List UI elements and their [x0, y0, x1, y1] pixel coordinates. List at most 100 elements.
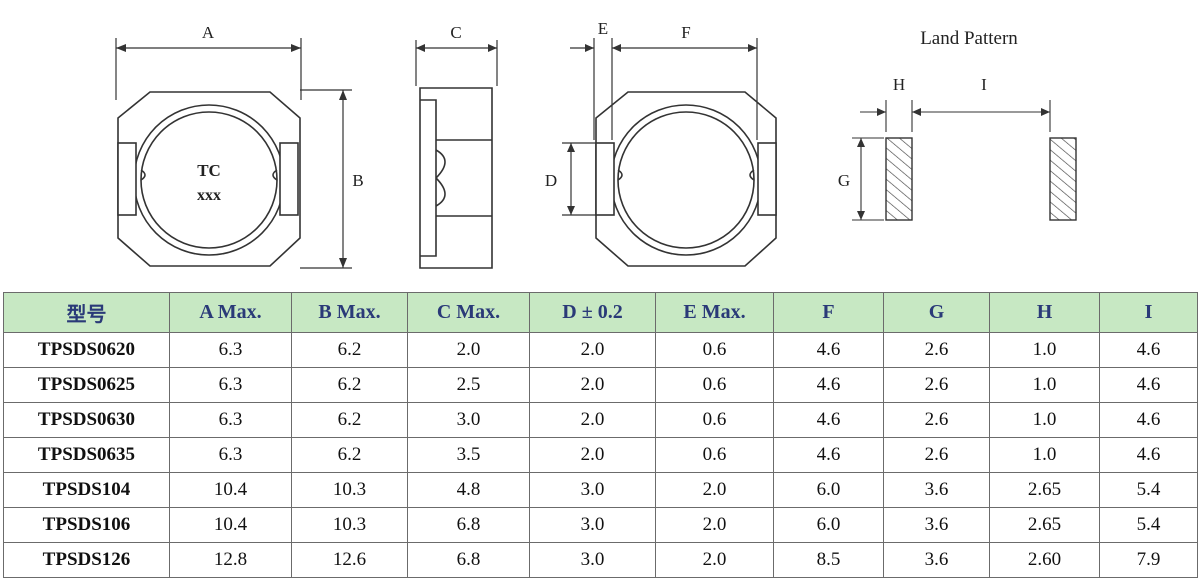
- header-e: E Max.: [655, 292, 774, 333]
- cell-b: 6.2: [291, 402, 408, 438]
- cell-f: 4.6: [773, 437, 884, 473]
- table-row: TPSDS126 12.8 12.6 6.8 3.0 2.0 8.5 3.6 2…: [3, 542, 1198, 578]
- cell-e: 2.0: [655, 472, 774, 508]
- cell-i: 5.4: [1099, 507, 1198, 543]
- top-view: [115, 38, 352, 269]
- spec-table: 型号 A Max. B Max. C Max. D ± 0.2 E Max. F…: [3, 292, 1198, 578]
- cell-model: TPSDS104: [3, 472, 170, 508]
- cell-d: 2.0: [529, 437, 656, 473]
- land-pattern-title: Land Pattern: [920, 28, 1018, 49]
- cell-g: 3.6: [883, 507, 990, 543]
- cell-a: 12.8: [169, 542, 292, 578]
- header-f: F: [773, 292, 884, 333]
- side-view: [415, 40, 498, 269]
- cell-b: 6.2: [291, 332, 408, 368]
- cell-e: 0.6: [655, 437, 774, 473]
- table-row: TPSDS106 10.4 10.3 6.8 3.0 2.0 6.0 3.6 2…: [3, 507, 1198, 543]
- cell-b: 6.2: [291, 437, 408, 473]
- cell-i: 4.6: [1099, 332, 1198, 368]
- dim-label-i: I: [981, 75, 987, 94]
- cell-h: 2.60: [989, 542, 1100, 578]
- dim-label-b: B: [352, 171, 363, 190]
- cell-a: 10.4: [169, 472, 292, 508]
- header-i: I: [1099, 292, 1198, 333]
- dimension-drawing: A B TC xxx C E F: [115, 19, 1077, 269]
- header-d: D ± 0.2: [529, 292, 656, 333]
- cell-c: 4.8: [407, 472, 530, 508]
- cell-i: 7.9: [1099, 542, 1198, 578]
- cell-g: 2.6: [883, 332, 990, 368]
- cell-g: 3.6: [883, 472, 990, 508]
- cell-e: 2.0: [655, 542, 774, 578]
- cell-e: 0.6: [655, 402, 774, 438]
- cell-e: 0.6: [655, 367, 774, 403]
- cell-a: 6.3: [169, 332, 292, 368]
- cell-b: 6.2: [291, 367, 408, 403]
- cell-c: 6.8: [407, 507, 530, 543]
- dim-label-d: D: [545, 171, 557, 190]
- cell-f: 8.5: [773, 542, 884, 578]
- table-row: TPSDS0630 6.3 6.2 3.0 2.0 0.6 4.6 2.6 1.…: [3, 402, 1198, 438]
- cell-a: 10.4: [169, 507, 292, 543]
- cell-c: 3.0: [407, 402, 530, 438]
- table-row: TPSDS0635 6.3 6.2 3.5 2.0 0.6 4.6 2.6 1.…: [3, 437, 1198, 473]
- cell-model: TPSDS0625: [3, 367, 170, 403]
- cell-c: 2.0: [407, 332, 530, 368]
- dim-label-a: A: [202, 23, 215, 42]
- cell-e: 2.0: [655, 507, 774, 543]
- cell-model: TPSDS126: [3, 542, 170, 578]
- cell-h: 2.65: [989, 507, 1100, 543]
- cell-c: 6.8: [407, 542, 530, 578]
- table-row: TPSDS104 10.4 10.3 4.8 3.0 2.0 6.0 3.6 2…: [3, 472, 1198, 508]
- table-header-row: 型号 A Max. B Max. C Max. D ± 0.2 E Max. F…: [3, 292, 1198, 333]
- cell-h: 1.0: [989, 402, 1100, 438]
- cell-d: 2.0: [529, 402, 656, 438]
- marking-line2: xxx: [197, 187, 221, 204]
- land-pattern: [852, 100, 1077, 221]
- header-g: G: [883, 292, 990, 333]
- cell-g: 2.6: [883, 402, 990, 438]
- cell-b: 10.3: [291, 472, 408, 508]
- cell-f: 4.6: [773, 402, 884, 438]
- header-model: 型号: [3, 292, 170, 333]
- cell-f: 4.6: [773, 367, 884, 403]
- cell-c: 3.5: [407, 437, 530, 473]
- cell-d: 2.0: [529, 367, 656, 403]
- dim-label-f: F: [681, 23, 690, 42]
- cell-h: 1.0: [989, 367, 1100, 403]
- cell-f: 6.0: [773, 507, 884, 543]
- cell-i: 5.4: [1099, 472, 1198, 508]
- cell-h: 2.65: [989, 472, 1100, 508]
- header-b: B Max.: [291, 292, 408, 333]
- cell-model: TPSDS106: [3, 507, 170, 543]
- cell-d: 2.0: [529, 332, 656, 368]
- dim-label-g: G: [838, 171, 850, 190]
- marking-line1: TC: [197, 161, 221, 180]
- cell-f: 4.6: [773, 332, 884, 368]
- dim-label-e: E: [598, 19, 608, 38]
- cell-b: 10.3: [291, 507, 408, 543]
- cell-a: 6.3: [169, 437, 292, 473]
- cell-model: TPSDS0620: [3, 332, 170, 368]
- cell-e: 0.6: [655, 332, 774, 368]
- cell-g: 3.6: [883, 542, 990, 578]
- cell-b: 12.6: [291, 542, 408, 578]
- header-c: C Max.: [407, 292, 530, 333]
- cell-i: 4.6: [1099, 402, 1198, 438]
- cell-f: 6.0: [773, 472, 884, 508]
- header-h: H: [989, 292, 1100, 333]
- cell-model: TPSDS0630: [3, 402, 170, 438]
- cell-a: 6.3: [169, 402, 292, 438]
- cell-h: 1.0: [989, 437, 1100, 473]
- table-row: TPSDS0625 6.3 6.2 2.5 2.0 0.6 4.6 2.6 1.…: [3, 367, 1198, 403]
- dim-label-h: H: [893, 75, 905, 94]
- cell-d: 3.0: [529, 472, 656, 508]
- header-a: A Max.: [169, 292, 292, 333]
- cell-a: 6.3: [169, 367, 292, 403]
- dim-label-c: C: [450, 23, 461, 42]
- cell-d: 3.0: [529, 507, 656, 543]
- cell-i: 4.6: [1099, 367, 1198, 403]
- cell-d: 3.0: [529, 542, 656, 578]
- table-row: TPSDS0620 6.3 6.2 2.0 2.0 0.6 4.6 2.6 1.…: [3, 332, 1198, 368]
- bottom-view: [562, 38, 777, 267]
